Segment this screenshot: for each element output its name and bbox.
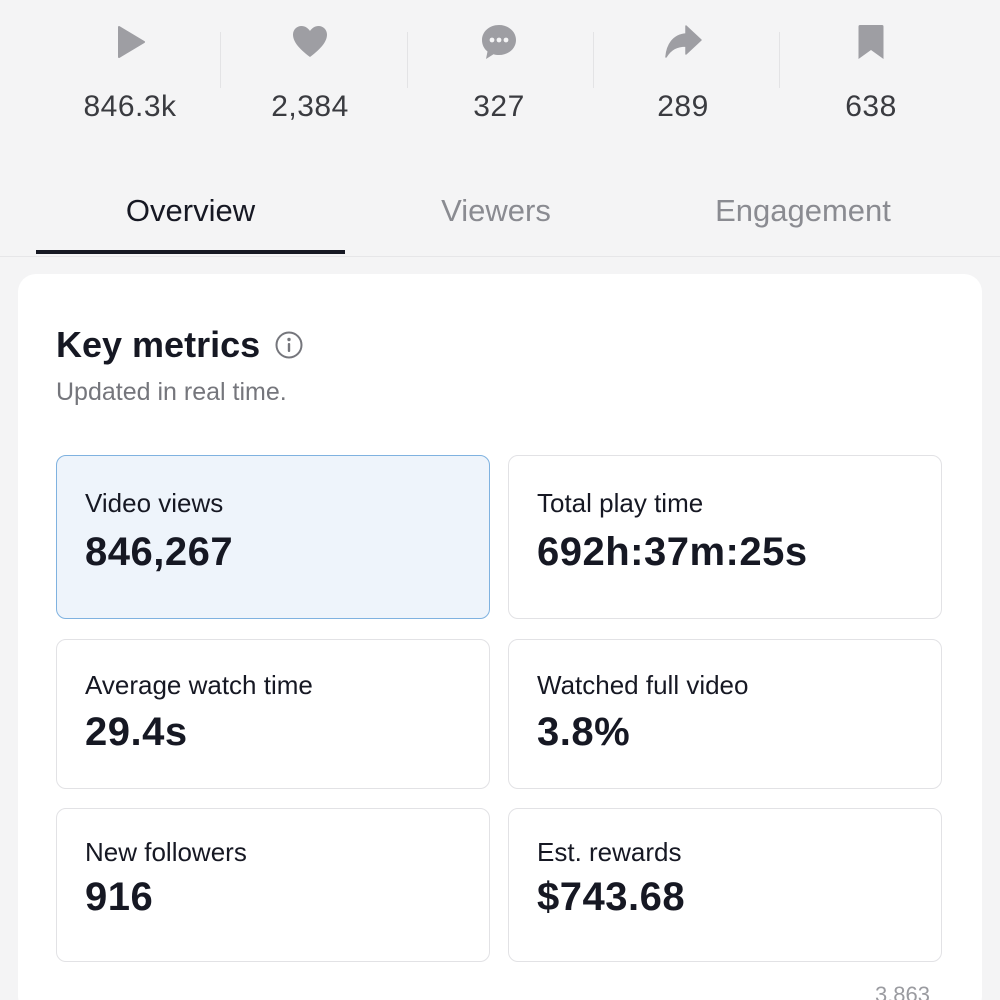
stats-divider — [220, 32, 221, 88]
play-icon — [108, 20, 152, 64]
metric-label: Est. rewards — [537, 837, 682, 867]
tab-bar: Overview Viewers Engagement — [0, 170, 1000, 258]
stat-comments[interactable]: 327 — [409, 20, 589, 130]
key-metrics-card: Key metrics Updated in real time. Video … — [18, 274, 982, 1000]
key-metrics-subtitle: Updated in real time. — [56, 378, 287, 406]
metric-value: 3.8% — [537, 710, 631, 754]
key-metrics-title: Key metrics — [56, 324, 261, 365]
metric-value: 846,267 — [85, 530, 234, 574]
metric-value: 29.4s — [85, 710, 188, 754]
stat-likes[interactable]: 2,384 — [220, 20, 400, 130]
metric-average-watch-time[interactable]: Average watch time 29.4s — [56, 639, 490, 789]
metric-value: 916 — [85, 875, 154, 919]
stat-views-count: 846.3k — [83, 90, 177, 123]
metric-watched-full-video[interactable]: Watched full video 3.8% — [508, 639, 942, 789]
tabs-divider — [0, 256, 1000, 257]
metric-value: 692h:37m:25s — [537, 530, 808, 574]
stat-shares-count: 289 — [657, 90, 709, 123]
tab-engagement[interactable]: Engagement — [715, 193, 891, 228]
info-icon[interactable] — [274, 330, 304, 360]
stat-shares[interactable]: 289 — [593, 20, 773, 130]
metric-video-views[interactable]: Video views 846,267 — [56, 455, 490, 619]
active-tab-indicator — [36, 250, 345, 254]
stat-saves-count: 638 — [845, 90, 897, 123]
tab-overview[interactable]: Overview — [125, 193, 256, 228]
metric-label: Video views — [85, 488, 224, 518]
metric-est-rewards[interactable]: Est. rewards $743.68 — [508, 808, 942, 962]
metric-total-play-time[interactable]: Total play time 692h:37m:25s — [508, 455, 942, 619]
bottom-partial-value: 3,863 — [874, 982, 930, 1000]
metric-value: $743.68 — [537, 875, 686, 919]
stat-saves[interactable]: 638 — [781, 20, 961, 130]
heart-icon — [288, 20, 332, 64]
metric-label: Total play time — [537, 488, 704, 518]
share-icon — [661, 20, 705, 64]
stats-row: 846.3k 2,384 327 289 638 — [0, 0, 1000, 150]
metric-label: Average watch time — [85, 670, 313, 700]
bookmark-icon — [849, 20, 893, 64]
stat-comments-count: 327 — [473, 90, 525, 123]
stats-divider — [779, 32, 780, 88]
tab-viewers[interactable]: Viewers — [441, 193, 551, 228]
stats-divider — [407, 32, 408, 88]
key-metrics-header: Key metrics — [56, 324, 304, 366]
comment-icon — [477, 20, 521, 64]
metric-new-followers[interactable]: New followers 916 — [56, 808, 490, 962]
stats-divider — [593, 32, 594, 88]
stat-views[interactable]: 846.3k — [40, 20, 220, 130]
stat-likes-count: 2,384 — [271, 90, 349, 123]
metric-label: Watched full video — [537, 670, 749, 700]
metric-label: New followers — [85, 837, 247, 867]
